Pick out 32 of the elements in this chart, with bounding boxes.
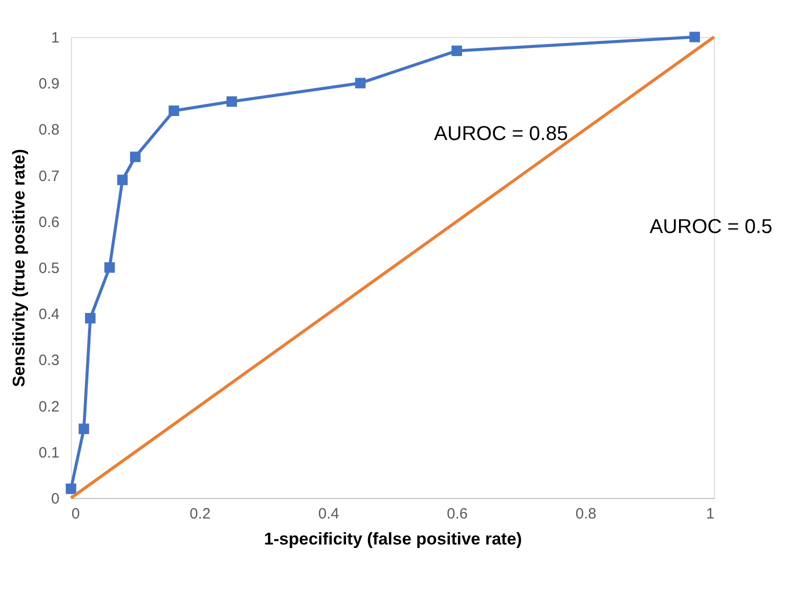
point [130, 152, 141, 162]
x-tick-label: 0.4 [318, 506, 340, 522]
y-axis-title: Sensitivity (true positive rate) [10, 148, 29, 388]
point [117, 174, 128, 186]
point [355, 78, 366, 88]
point [168, 106, 180, 116]
point [104, 262, 115, 273]
y-tick-label: 0.1 [38, 444, 60, 462]
y-tick-label: 0.5 [38, 260, 60, 277]
annotation: AUROC = 0.5 [650, 216, 772, 238]
y-tick-label: 0.4 [38, 306, 60, 324]
x-tick-label: 0 [72, 506, 80, 522]
y-tick-label: 0.3 [38, 352, 60, 370]
x-tick-label: 0.2 [190, 506, 211, 522]
y-tick-label: 0.9 [38, 76, 60, 93]
point [452, 46, 462, 56]
y-tick-label: 0.8 [38, 122, 60, 139]
point [78, 424, 90, 434]
y-tick-label: 1 [51, 30, 60, 46]
point [689, 32, 700, 42]
x-tick-label: 0.6 [446, 506, 468, 522]
y-tick-label: 0.2 [38, 398, 60, 416]
point [66, 484, 76, 494]
x-axis-title: 1-specificity (false positive rate) [264, 530, 522, 548]
y-tick-label: 0 [51, 490, 60, 508]
point [226, 96, 237, 107]
x-tick-label: 0.8 [575, 506, 596, 522]
point [85, 312, 96, 324]
y-tick-label: 0.6 [38, 214, 60, 231]
annotation: AUROC = 0.85 [434, 123, 568, 145]
x-tick-label: 1 [706, 506, 714, 522]
y-tick-label: 0.7 [38, 168, 60, 185]
